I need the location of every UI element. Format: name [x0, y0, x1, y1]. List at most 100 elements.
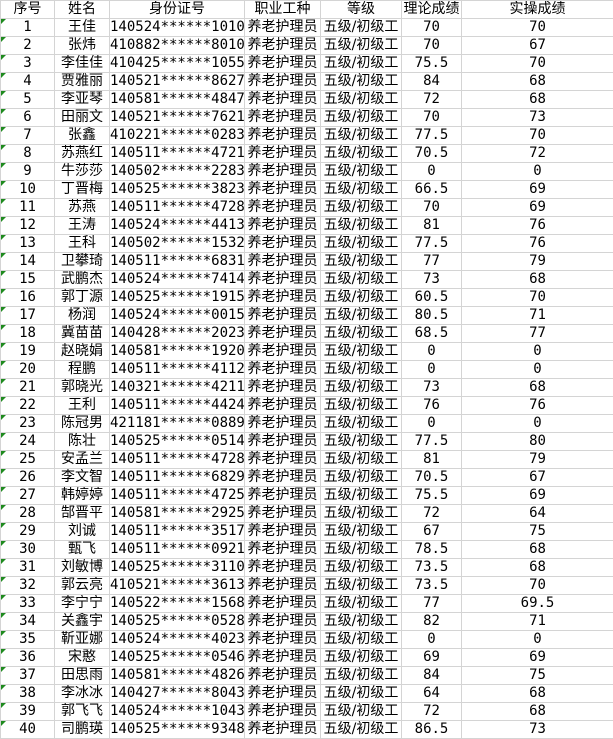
cell-id-number[interactable]: 140525******9348 — [109, 720, 245, 739]
cell-theory-score[interactable]: 77.5 — [401, 126, 462, 145]
cell-index[interactable]: 9 — [0, 162, 55, 181]
cell-theory-score[interactable]: 60.5 — [401, 288, 462, 307]
cell-occupation[interactable]: 养老护理员 — [244, 162, 321, 181]
cell-practice-score[interactable]: 76 — [461, 234, 613, 253]
cell-id-number[interactable]: 140511******4728 — [109, 198, 245, 217]
cell-index[interactable]: 13 — [0, 234, 55, 253]
cell-practice-score[interactable]: 0 — [461, 630, 613, 649]
cell-id-number[interactable]: 140511******4728 — [109, 450, 245, 469]
cell-practice-score[interactable]: 68 — [461, 702, 613, 721]
cell-level[interactable]: 五级/初级工 — [320, 108, 402, 127]
cell-index[interactable]: 10 — [0, 180, 55, 199]
cell-practice-score[interactable]: 68 — [461, 378, 613, 397]
cell-occupation[interactable]: 养老护理员 — [244, 54, 321, 73]
cell-level[interactable]: 五级/初级工 — [320, 306, 402, 325]
cell-index[interactable]: 17 — [0, 306, 55, 325]
cell-id-number[interactable]: 140581******4826 — [109, 666, 245, 685]
cell-theory-score[interactable]: 75.5 — [401, 486, 462, 505]
cell-theory-score[interactable]: 73.5 — [401, 576, 462, 595]
cell-name[interactable]: 杨润 — [54, 306, 110, 325]
cell-practice-score[interactable]: 69 — [461, 486, 613, 505]
cell-name[interactable]: 李冰冰 — [54, 684, 110, 703]
cell-index[interactable]: 11 — [0, 198, 55, 217]
cell-occupation[interactable]: 养老护理员 — [244, 108, 321, 127]
cell-theory-score[interactable]: 72 — [401, 90, 462, 109]
cell-index[interactable]: 16 — [0, 288, 55, 307]
cell-name[interactable]: 刘敏博 — [54, 558, 110, 577]
cell-theory-score[interactable]: 68.5 — [401, 324, 462, 343]
cell-level[interactable]: 五级/初级工 — [320, 324, 402, 343]
cell-name[interactable]: 郭晓光 — [54, 378, 110, 397]
cell-id-number[interactable]: 140524******7414 — [109, 270, 245, 289]
cell-id-number[interactable]: 140511******3517 — [109, 522, 245, 541]
cell-theory-score[interactable]: 70 — [401, 198, 462, 217]
cell-theory-score[interactable]: 82 — [401, 612, 462, 631]
cell-theory-score[interactable]: 67 — [401, 522, 462, 541]
cell-practice-score[interactable]: 71 — [461, 306, 613, 325]
cell-occupation[interactable]: 养老护理员 — [244, 630, 321, 649]
cell-occupation[interactable]: 养老护理员 — [244, 72, 321, 91]
cell-id-number[interactable]: 140428******2023 — [109, 324, 245, 343]
cell-practice-score[interactable]: 79 — [461, 450, 613, 469]
cell-index[interactable]: 14 — [0, 252, 55, 271]
cell-id-number[interactable]: 140521******8627 — [109, 72, 245, 91]
cell-id-number[interactable]: 140511******4721 — [109, 144, 245, 163]
cell-name[interactable]: 安孟兰 — [54, 450, 110, 469]
cell-occupation[interactable]: 养老护理员 — [244, 252, 321, 271]
cell-practice-score[interactable]: 68 — [461, 72, 613, 91]
cell-index[interactable]: 2 — [0, 36, 55, 55]
cell-index[interactable]: 8 — [0, 144, 55, 163]
cell-occupation[interactable]: 养老护理员 — [244, 342, 321, 361]
cell-occupation[interactable]: 养老护理员 — [244, 558, 321, 577]
cell-index[interactable]: 25 — [0, 450, 55, 469]
cell-level[interactable]: 五级/初级工 — [320, 558, 402, 577]
cell-practice-score[interactable]: 0 — [461, 360, 613, 379]
cell-id-number[interactable]: 140524******1010 — [109, 18, 245, 37]
cell-name[interactable]: 陈壮 — [54, 432, 110, 451]
cell-theory-score[interactable]: 73 — [401, 270, 462, 289]
cell-practice-score[interactable]: 67 — [461, 468, 613, 487]
cell-level[interactable]: 五级/初级工 — [320, 504, 402, 523]
cell-level[interactable]: 五级/初级工 — [320, 450, 402, 469]
cell-name[interactable]: 张炜 — [54, 36, 110, 55]
cell-id-number[interactable]: 140525******0546 — [109, 648, 245, 667]
cell-index[interactable]: 28 — [0, 504, 55, 523]
cell-level[interactable]: 五级/初级工 — [320, 702, 402, 721]
cell-name[interactable]: 王佳 — [54, 18, 110, 37]
cell-index[interactable]: 5 — [0, 90, 55, 109]
cell-name[interactable]: 武鹏杰 — [54, 270, 110, 289]
cell-index[interactable]: 33 — [0, 594, 55, 613]
cell-index[interactable]: 6 — [0, 108, 55, 127]
cell-level[interactable]: 五级/初级工 — [320, 342, 402, 361]
cell-level[interactable]: 五级/初级工 — [320, 360, 402, 379]
cell-id-number[interactable]: 140524******4023 — [109, 630, 245, 649]
cell-index[interactable]: 39 — [0, 702, 55, 721]
cell-theory-score[interactable]: 0 — [401, 360, 462, 379]
cell-name[interactable]: 郭飞飞 — [54, 702, 110, 721]
cell-name[interactable]: 丁晋梅 — [54, 180, 110, 199]
cell-theory-score[interactable]: 0 — [401, 414, 462, 433]
cell-level[interactable]: 五级/初级工 — [320, 234, 402, 253]
cell-id-number[interactable]: 140511******4112 — [109, 360, 245, 379]
cell-practice-score[interactable]: 68 — [461, 684, 613, 703]
cell-name[interactable]: 赵晓娟 — [54, 342, 110, 361]
cell-id-number[interactable]: 140511******4725 — [109, 486, 245, 505]
cell-index[interactable]: 1 — [0, 18, 55, 37]
cell-occupation[interactable]: 养老护理员 — [244, 720, 321, 739]
cell-occupation[interactable]: 养老护理员 — [244, 198, 321, 217]
cell-practice-score[interactable]: 64 — [461, 504, 613, 523]
cell-index[interactable]: 3 — [0, 54, 55, 73]
cell-index[interactable]: 23 — [0, 414, 55, 433]
cell-practice-score[interactable]: 70 — [461, 576, 613, 595]
cell-level[interactable]: 五级/初级工 — [320, 54, 402, 73]
cell-level[interactable]: 五级/初级工 — [320, 432, 402, 451]
cell-level[interactable]: 五级/初级工 — [320, 252, 402, 271]
cell-theory-score[interactable]: 69 — [401, 648, 462, 667]
cell-theory-score[interactable]: 66.5 — [401, 180, 462, 199]
cell-name[interactable]: 郜晋平 — [54, 504, 110, 523]
cell-index[interactable]: 26 — [0, 468, 55, 487]
cell-theory-score[interactable]: 64 — [401, 684, 462, 703]
cell-name[interactable]: 郭丁源 — [54, 288, 110, 307]
cell-name[interactable]: 陈冠男 — [54, 414, 110, 433]
cell-index[interactable]: 35 — [0, 630, 55, 649]
